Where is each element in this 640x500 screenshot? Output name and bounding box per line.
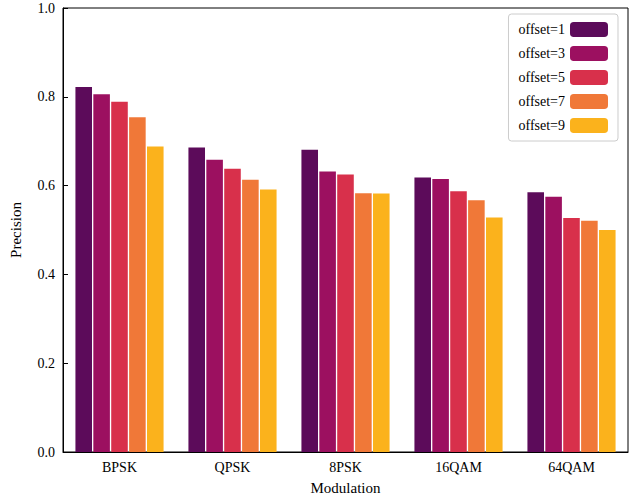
svg-text:64QAM: 64QAM: [548, 460, 595, 475]
svg-text:Precision: Precision: [8, 202, 24, 258]
svg-text:BPSK: BPSK: [102, 460, 137, 475]
svg-text:QPSK: QPSK: [215, 460, 251, 475]
svg-text:8PSK: 8PSK: [329, 460, 362, 475]
svg-text:0.0: 0.0: [38, 445, 56, 460]
svg-text:Modulation: Modulation: [311, 480, 381, 496]
svg-text:0.2: 0.2: [38, 356, 56, 371]
svg-text:0.4: 0.4: [38, 267, 56, 282]
svg-text:offset=7: offset=7: [518, 94, 565, 109]
svg-text:16QAM: 16QAM: [435, 460, 482, 475]
svg-text:1.0: 1.0: [38, 1, 56, 16]
svg-text:offset=1: offset=1: [518, 22, 565, 37]
svg-text:0.6: 0.6: [38, 178, 56, 193]
svg-text:offset=5: offset=5: [518, 70, 565, 85]
svg-text:offset=9: offset=9: [518, 118, 565, 133]
svg-text:0.8: 0.8: [38, 89, 56, 104]
svg-text:offset=3: offset=3: [518, 46, 565, 61]
